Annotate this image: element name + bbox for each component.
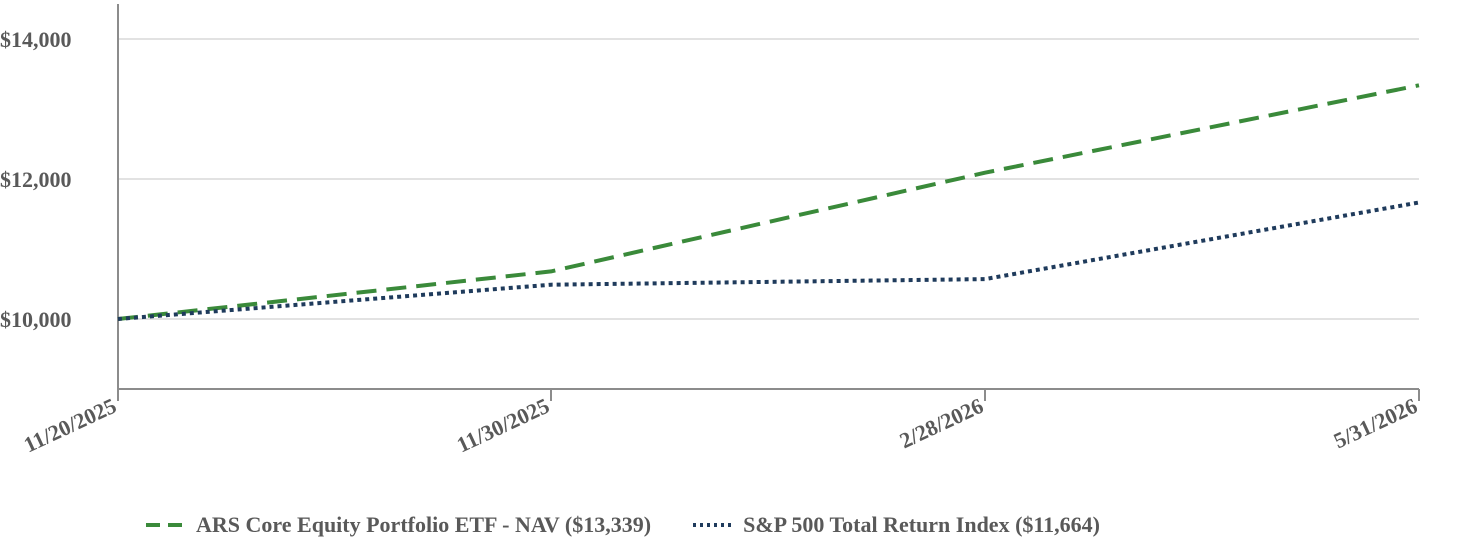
series-lines [117, 83, 1420, 321]
x-tick-label: 11/20/2025 [20, 393, 120, 458]
axes [117, 4, 1419, 390]
y-tick-label: $10,000 [0, 307, 72, 332]
line-chart: $10,000 $12,000 $14,000 11/20/2025 11/30/20… [0, 4, 1421, 457]
series-line-1 [117, 200, 1420, 321]
y-tick-label: $14,000 [0, 27, 72, 52]
legend-label-sp500: S&P 500 Total Return Index ($11,664) [743, 512, 1101, 537]
y-tick-label: $12,000 [0, 167, 72, 192]
series-line-0 [117, 83, 1420, 321]
legend-swatch-dotted [693, 523, 734, 527]
y-axis-ticks: $10,000 $12,000 $14,000 [0, 27, 72, 332]
x-tick-label: 2/28/2026 [896, 393, 987, 453]
legend-item-sp500: S&P 500 Total Return Index ($11,664) [693, 512, 1100, 538]
x-tick-label: 5/31/2026 [1330, 393, 1421, 453]
legend: ARS Core Equity Portfolio ETF - NAV ($13… [0, 512, 1458, 538]
legend-item-ars-core-equity: ARS Core Equity Portfolio ETF - NAV ($13… [146, 512, 651, 538]
legend-label-ars-core-equity: ARS Core Equity Portfolio ETF - NAV ($13… [196, 512, 652, 537]
legend-swatch-dashed [146, 523, 186, 527]
x-axis-ticks: 11/20/2025 11/30/2025 2/28/2026 5/31/2026 [20, 389, 1421, 457]
gridlines [118, 38, 1419, 320]
x-tick-label: 11/30/2025 [453, 393, 553, 458]
